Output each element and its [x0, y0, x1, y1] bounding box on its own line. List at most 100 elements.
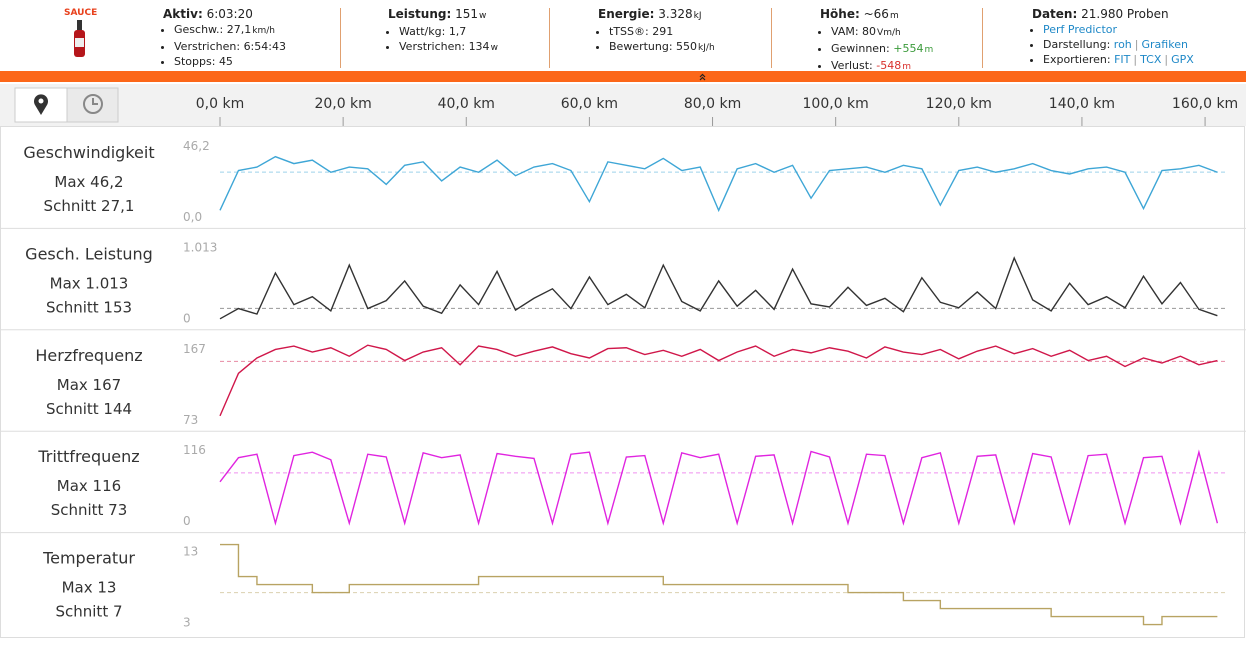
separator: | — [1134, 38, 1139, 51]
divider — [340, 8, 341, 68]
metric-max: Max 1.013 — [50, 274, 129, 292]
stat-value: 3.328 — [658, 7, 693, 21]
divider — [549, 8, 550, 68]
series-line — [219, 344, 1218, 417]
stat-unit: w — [479, 11, 487, 21]
link[interactable]: roh — [1113, 38, 1132, 51]
item-label: Geschw.: — [174, 23, 224, 36]
stat-item: VAM: 80Vm/h — [831, 24, 933, 41]
stat-label: Leistung: — [388, 7, 452, 21]
pin-icon — [34, 94, 48, 115]
stat-value: 6:03:20 — [206, 7, 253, 21]
metric-max: Max 46,2 — [54, 173, 123, 191]
header: SAUCE Aktiv: 6:03:20Geschw.: 27,1km/hVer… — [0, 0, 1246, 72]
item-value: 291 — [652, 25, 674, 38]
y-limit-label: 0 — [183, 514, 191, 528]
link[interactable]: Grafiken — [1141, 38, 1188, 51]
link[interactable]: Perf Predictor — [1043, 23, 1118, 36]
item-value: 27,1 — [226, 23, 252, 36]
y-limit-label: 46,2 — [183, 139, 210, 153]
stat-unit: kJ — [693, 11, 702, 21]
item-value: 550 — [676, 40, 698, 53]
stat-item: Darstellung: roh|Grafiken — [1043, 37, 1194, 52]
map-button[interactable] — [14, 87, 68, 123]
stat-item: Verstrichen: 6:54:43 — [174, 39, 286, 54]
item-value: 80 — [862, 25, 877, 38]
y-limit-label: 167 — [183, 342, 206, 356]
item-label: Exportieren: — [1043, 53, 1111, 66]
item-value: 6:54:43 — [243, 40, 286, 53]
stat-item: Gewinnen: +554m — [831, 41, 933, 58]
stat-item: Perf Predictor — [1043, 22, 1194, 37]
metric-avg: Schnitt 73 — [51, 501, 128, 519]
stat-list: Perf PredictorDarstellung: roh|GrafikenE… — [1032, 22, 1194, 67]
stat-item: Verstrichen: 134w — [399, 39, 498, 56]
logo-bottle — [74, 20, 85, 57]
separator: | — [1133, 53, 1138, 66]
link[interactable]: TCX — [1140, 53, 1162, 66]
y-limit-label: 0 — [183, 311, 191, 325]
clock-icon — [83, 94, 103, 114]
pin-hole — [38, 98, 44, 104]
stat-label: Höhe: — [820, 7, 860, 21]
link[interactable]: FIT — [1114, 53, 1131, 66]
stat-value: ~66 — [863, 7, 889, 21]
stat-item: Exportieren: FIT|TCX|GPX — [1043, 52, 1194, 67]
stat-list: Watt/kg: 1,7Verstrichen: 134w — [388, 24, 498, 56]
link[interactable]: GPX — [1171, 53, 1194, 66]
item-value: 134 — [468, 40, 490, 53]
stat-title: Aktiv: 6:03:20 — [163, 7, 286, 22]
metric-title: Geschwindigkeit — [23, 143, 154, 162]
stat-block: Leistung: 151wWatt/kg: 1,7Verstrichen: 1… — [388, 7, 498, 56]
stat-label: Aktiv: — [163, 7, 203, 21]
item-unit: m — [902, 62, 911, 72]
y-limit-label: 116 — [183, 443, 206, 457]
metric-max: Max 116 — [57, 477, 121, 495]
stat-list: Geschw.: 27,1km/hVerstrichen: 6:54:43Sto… — [163, 22, 286, 69]
stat-title: Daten: 21.980 Proben — [1032, 7, 1194, 22]
item-label: Darstellung: — [1043, 38, 1111, 51]
x-tick-label: 80,0 km — [684, 96, 741, 112]
stat-title: Höhe: ~66m — [820, 7, 933, 24]
metric-max: Max 167 — [57, 376, 121, 394]
item-value: +554 — [893, 42, 924, 55]
x-tick-label: 100,0 km — [803, 96, 869, 112]
metric-avg: Schnitt 27,1 — [44, 197, 135, 215]
x-tick-label: 40,0 km — [438, 96, 495, 112]
stat-unit: m — [889, 11, 899, 21]
stat-title: Energie: 3.328kJ — [598, 7, 715, 24]
chart-frame — [0, 126, 1245, 638]
y-limit-label: 0,0 — [183, 210, 202, 224]
stat-value: 21.980 Proben — [1081, 7, 1169, 21]
item-unit: m — [924, 45, 934, 55]
axis-bar — [0, 84, 1246, 126]
stat-block: Aktiv: 6:03:20Geschw.: 27,1km/hVerstrich… — [163, 7, 286, 69]
x-tick-label: 140,0 km — [1049, 96, 1115, 112]
stat-item: Stopps: 45 — [174, 54, 286, 69]
metric-avg: Schnitt 7 — [55, 603, 122, 621]
x-tick-label: 0,0 km — [196, 96, 244, 112]
collapse-bar[interactable] — [0, 71, 1246, 82]
item-label: Verstrichen: — [174, 40, 241, 53]
metric-title: Gesch. Leistung — [25, 244, 153, 263]
stat-value: 151 — [455, 7, 478, 21]
divider — [982, 8, 983, 68]
metric-avg: Schnitt 144 — [46, 400, 132, 418]
stat-item: Verlust: -548m — [831, 58, 933, 75]
y-limit-label: 1.013 — [183, 240, 217, 254]
divider — [771, 8, 772, 68]
time-button[interactable] — [66, 87, 119, 123]
x-tick-label: 60,0 km — [561, 96, 618, 112]
x-tick-label: 160,0 km — [1172, 96, 1238, 112]
stat-item: Bewertung: 550kJ/h — [609, 39, 715, 56]
item-label: Verstrichen: — [399, 40, 466, 53]
stat-item: Watt/kg: 1,7 — [399, 24, 498, 39]
y-limit-label: 3 — [183, 616, 191, 630]
item-unit: w — [490, 43, 498, 53]
series-line — [219, 256, 1218, 320]
metric-avg: Schnitt 153 — [46, 298, 132, 316]
stat-list: VAM: 80Vm/hGewinnen: +554mVerlust: -548m — [820, 24, 933, 75]
stat-block: Höhe: ~66mVAM: 80Vm/hGewinnen: +554mVerl… — [820, 7, 933, 75]
item-label: Watt/kg: — [399, 25, 446, 38]
